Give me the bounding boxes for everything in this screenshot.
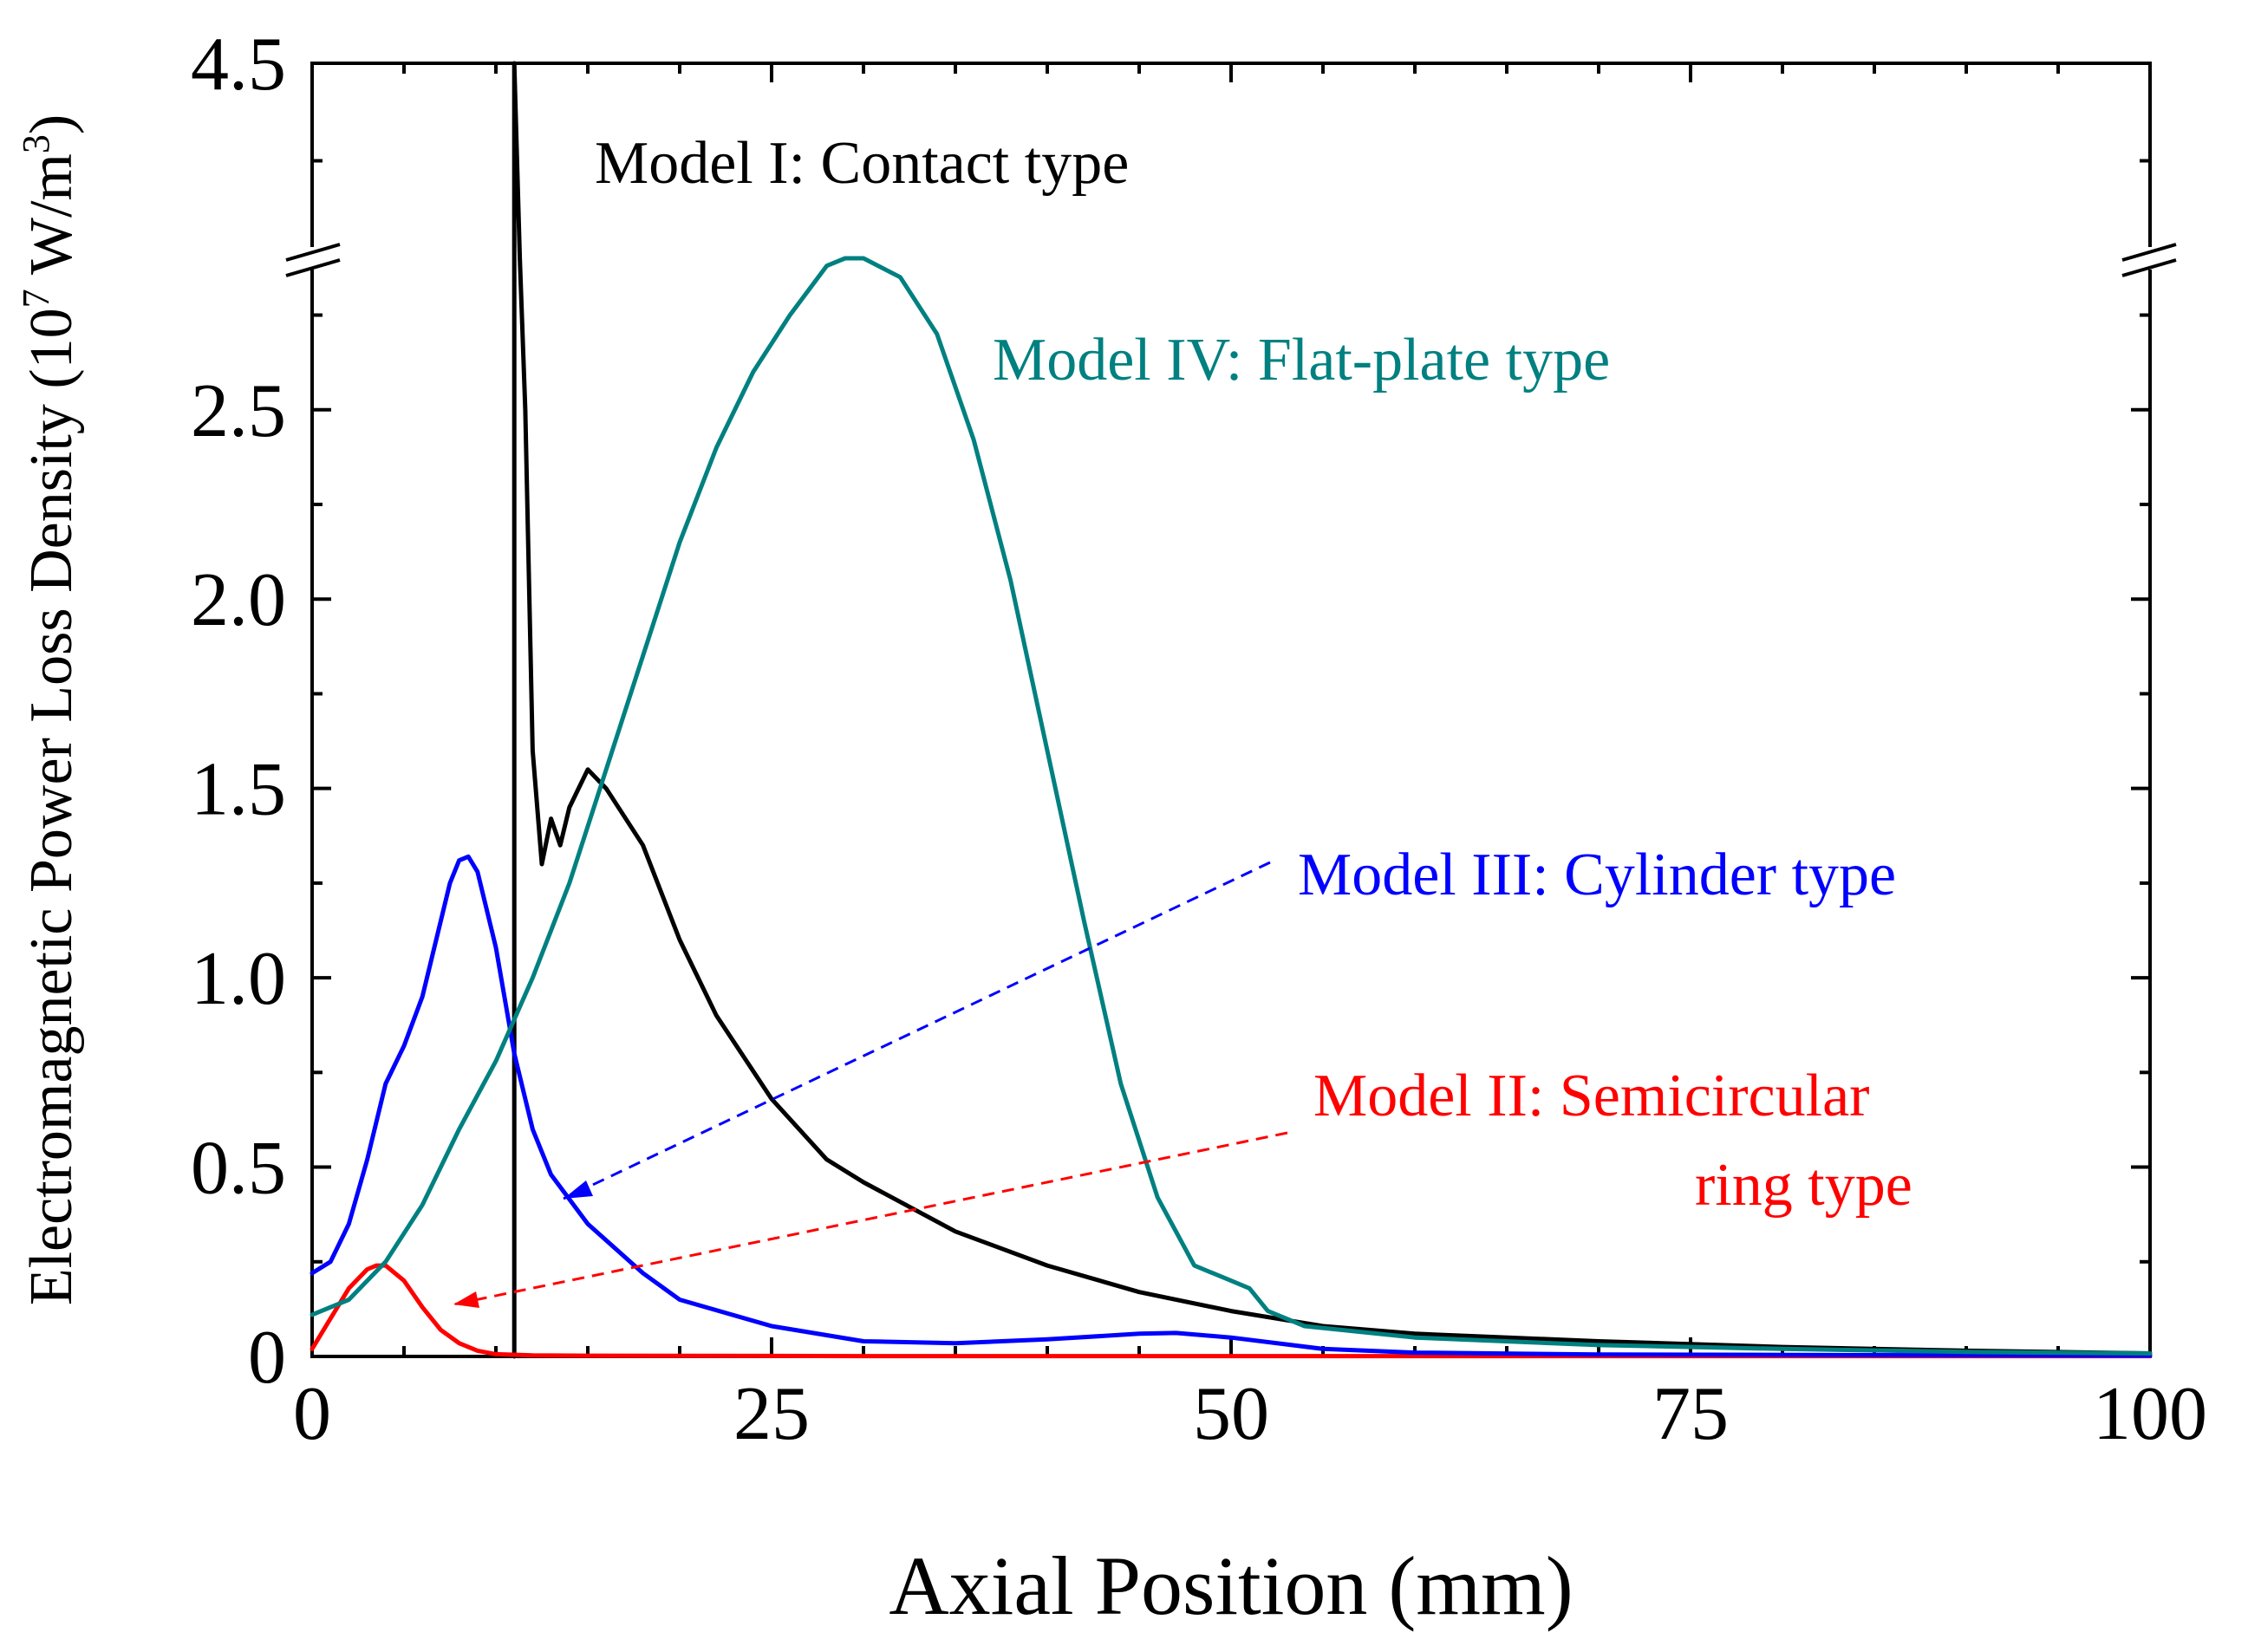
- annotation-model1: Model I: Contact type: [595, 130, 1129, 197]
- series-group: [310, 61, 2153, 1359]
- y-tick-label: 2.5: [191, 369, 286, 453]
- annotation-model2-line1: Model II: Semicircular: [1313, 1063, 1869, 1129]
- arrowhead-model2: [453, 1291, 479, 1308]
- annotation-model4: Model IV: Flat-plate type: [993, 327, 1610, 393]
- y-axis-label-close: ): [18, 114, 85, 134]
- annotation-model2-line2: ring type: [1695, 1152, 1912, 1219]
- annotation-model3: Model III: Cylinder type: [1298, 842, 1896, 908]
- y-tick-label: 1.0: [191, 937, 286, 1021]
- arrow-model3: [563, 861, 1271, 1200]
- series-line-4: [310, 256, 2153, 1356]
- x-tick-label: 50: [1193, 1372, 1269, 1456]
- axis-break-mark-right-2: [2121, 258, 2177, 277]
- axis-break-mark-right-1: [2121, 243, 2177, 262]
- y-axis-label-sup: 7: [15, 289, 57, 308]
- y-tick-label: 1.5: [191, 748, 286, 832]
- y-axis-label: Electromagnetic Power Loss Density (107 …: [15, 114, 85, 1305]
- series-line-2: [310, 1263, 2153, 1359]
- x-tick-label: 100: [2093, 1372, 2207, 1456]
- y-tick-label: 0.5: [191, 1127, 286, 1211]
- axis-break-mark-left-2: [285, 258, 341, 277]
- x-tick-label: 0: [293, 1372, 331, 1456]
- y-axis-label-unit: W/m: [18, 153, 85, 289]
- arrowhead-model3: [564, 1180, 593, 1199]
- y-axis-label-main: Electromagnetic Power Loss Density (10: [18, 308, 85, 1305]
- arrow-model2: [453, 1131, 1288, 1306]
- x-axis-label: Axial Position (mm): [889, 1539, 1573, 1632]
- y-tick-label: 0: [248, 1316, 286, 1400]
- y-tick-label: 2.0: [191, 558, 286, 642]
- series-line-1: [512, 61, 2153, 1359]
- y-tick-label: 4.5: [191, 23, 286, 107]
- x-tick-label: 75: [1652, 1372, 1729, 1456]
- y-axis-label-sup2: 3: [15, 134, 57, 153]
- series-line-3: [310, 854, 2153, 1358]
- tick-labels: 0 25 50 75 100 0 0.5 1.0 1.5 2.0 2.5 4.5: [191, 23, 2207, 1456]
- x-tick-label: 25: [733, 1372, 810, 1456]
- axis-break-mark-left-1: [285, 243, 341, 262]
